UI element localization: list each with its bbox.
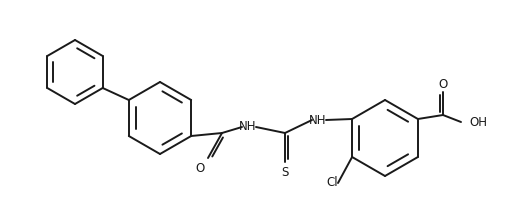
Text: NH: NH [309,114,327,127]
Text: S: S [281,166,288,178]
Text: Cl: Cl [326,177,338,190]
Text: NH: NH [239,121,257,134]
Text: O: O [195,161,205,174]
Text: O: O [439,78,448,91]
Text: OH: OH [469,115,487,128]
